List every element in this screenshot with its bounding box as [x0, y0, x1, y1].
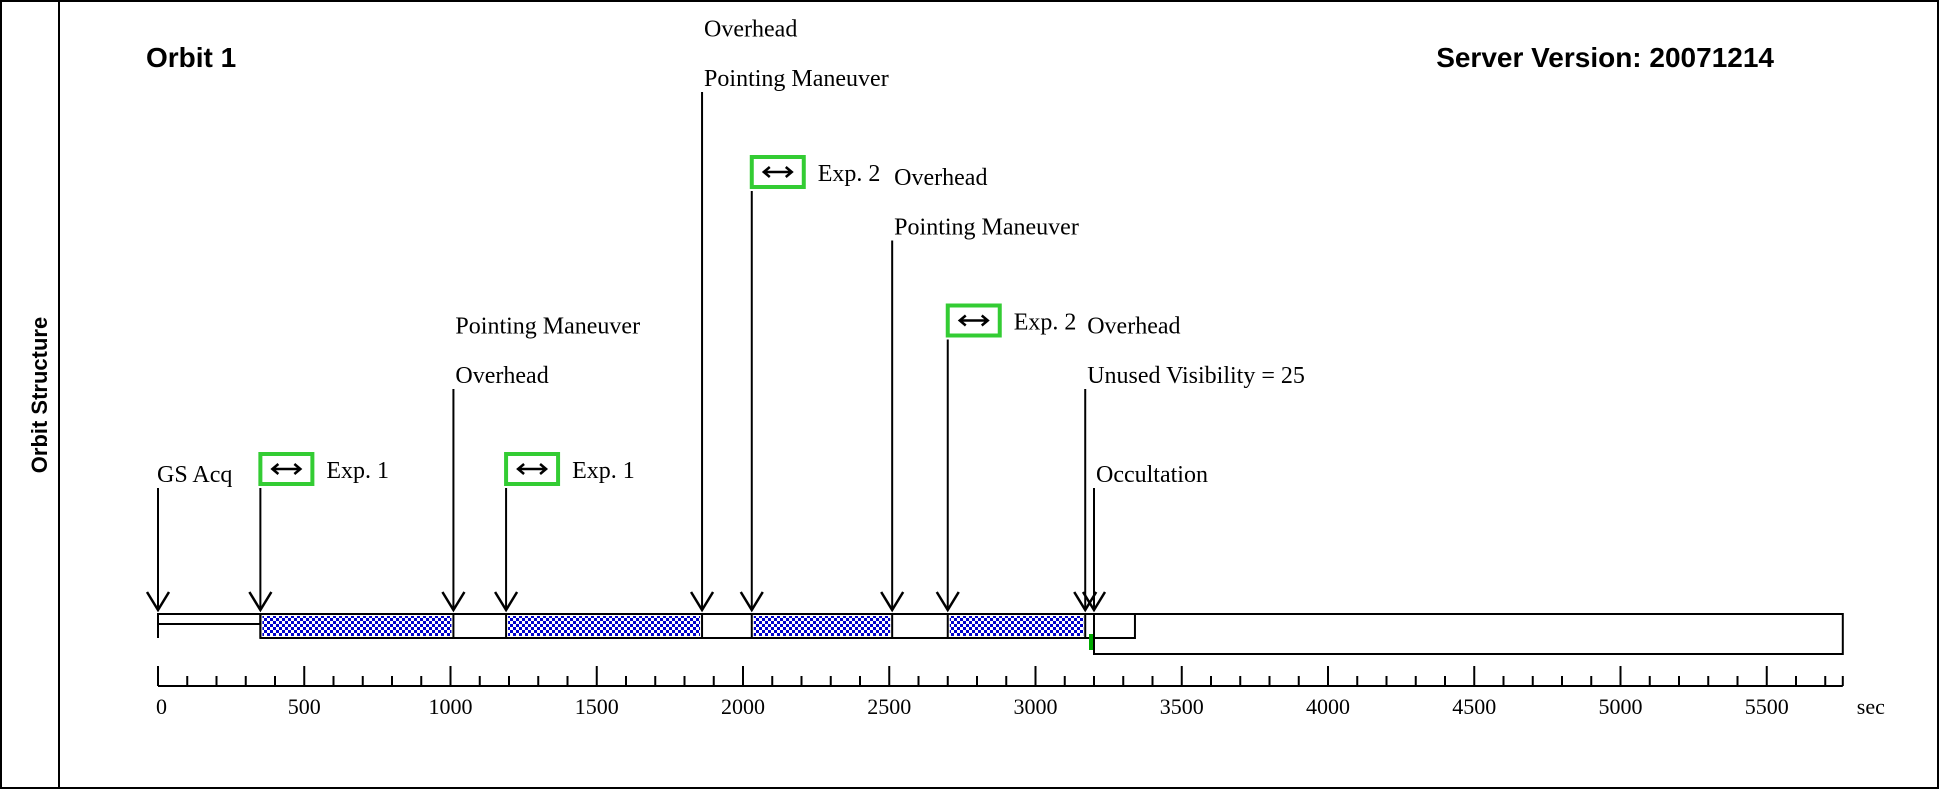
- axis-tick-label: 3500: [1160, 694, 1204, 719]
- axis-tick-label: 5500: [1745, 694, 1789, 719]
- event-exp1-second-start: Exp. 1: [494, 452, 635, 638]
- occultation-marker: [1089, 634, 1093, 650]
- double-arrow-icon: [270, 463, 303, 475]
- orbit-title: Orbit 1: [146, 42, 237, 73]
- event-arrow: [1073, 591, 1098, 613]
- axis-unit-label: sec: [1857, 694, 1885, 719]
- axis-tick-label: 2000: [721, 694, 765, 719]
- double-arrow-icon: [957, 314, 990, 327]
- event-arrow: [935, 591, 960, 613]
- event-arrow: [1081, 591, 1107, 613]
- event-label: Unused Visibility = 25: [1087, 363, 1305, 389]
- axis-tick-label: 4500: [1452, 694, 1496, 719]
- event-label: GS Acq: [157, 462, 232, 488]
- event-label: Overhead: [455, 363, 548, 389]
- event-label: Overhead: [894, 165, 987, 191]
- event-exp1-start: [248, 488, 273, 638]
- event-exp2-start: Exp. 2: [739, 155, 881, 638]
- event-pointing-overhead-1: Pointing Maneuver Overhead: [689, 17, 889, 638]
- axis-tick-label: 5000: [1599, 694, 1643, 719]
- axis-tick-label: 2500: [867, 694, 911, 719]
- exposure-block-2: [508, 616, 701, 636]
- axis-tick-label: 4000: [1306, 694, 1350, 719]
- event-occultation: Occultation: [1081, 462, 1208, 638]
- occultation-bar: [1093, 613, 1844, 655]
- event-label: Pointing Maneuver: [455, 314, 640, 340]
- exposure-label: Exp. 2: [818, 161, 881, 187]
- event-label: Pointing Maneuver: [894, 215, 1079, 241]
- double-arrow-icon: [761, 166, 794, 178]
- event-pointing-overhead-2: Pointing Maneuver Overhead: [880, 165, 1079, 638]
- event-arrow: [739, 591, 764, 613]
- event-label: Overhead: [1087, 314, 1180, 340]
- gs-acq-segment: [157, 613, 262, 625]
- server-version: Server Version: 20071214: [1436, 42, 1774, 73]
- side-divider: [58, 0, 60, 789]
- axis-tick-label: 3000: [1014, 694, 1058, 719]
- event-arrow: [494, 591, 519, 613]
- axis-tick-label: 500: [288, 694, 321, 719]
- exposure-block-4: [949, 616, 1084, 636]
- event-arrow: [880, 591, 905, 613]
- event-arrow: [248, 591, 273, 613]
- event-unused-overhead: Unused Visibility = 25 Overhead: [1073, 314, 1305, 638]
- event-label: Pointing Maneuver: [704, 66, 889, 92]
- event-arrow: [689, 591, 715, 613]
- axis-tick-label: 1000: [429, 694, 473, 719]
- double-arrow-icon: [516, 463, 549, 475]
- event-gs-acq: GS Acq Exp. 1: [145, 452, 389, 638]
- event-exp2-second-start: Exp. 2: [935, 303, 1077, 638]
- exposure-label: Exp. 1: [326, 458, 389, 484]
- event-arrow: [441, 591, 466, 613]
- event-arrow: [145, 591, 171, 613]
- exposure-label: Exp. 2: [1014, 310, 1077, 336]
- axis-tick-label: 0: [156, 694, 167, 719]
- exposure-block-1: [262, 616, 452, 636]
- exposure-label: Exp. 1: [572, 458, 635, 484]
- exposure-block-3: [753, 616, 891, 636]
- event-label: Occultation: [1096, 462, 1208, 488]
- event-overhead-pointing-1: Overhead Pointing Maneuver: [441, 314, 640, 638]
- axis-tick-label: 1500: [575, 694, 619, 719]
- event-label: Overhead: [704, 17, 797, 43]
